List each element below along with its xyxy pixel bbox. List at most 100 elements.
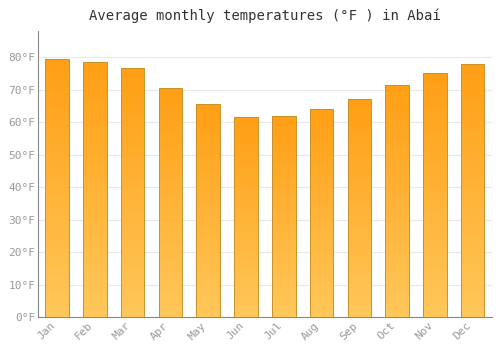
Bar	[234, 189, 258, 191]
Bar	[386, 138, 409, 141]
Bar	[46, 250, 68, 253]
Bar	[461, 229, 484, 231]
Bar	[272, 196, 295, 198]
Bar	[348, 156, 371, 158]
Bar	[386, 268, 409, 271]
Bar	[234, 167, 258, 169]
Bar	[348, 158, 371, 160]
Bar	[46, 245, 68, 247]
Bar	[310, 126, 334, 128]
Bar	[348, 270, 371, 272]
Bar	[348, 206, 371, 208]
Bar	[461, 91, 484, 94]
Bar	[272, 239, 295, 241]
Bar	[310, 307, 334, 309]
Bar	[158, 207, 182, 210]
Bar	[461, 241, 484, 244]
Bar	[158, 253, 182, 255]
Bar	[158, 210, 182, 212]
Bar	[83, 64, 106, 67]
Bar	[158, 251, 182, 253]
Bar	[83, 75, 106, 77]
Bar	[158, 194, 182, 196]
Bar	[196, 273, 220, 275]
Bar	[158, 313, 182, 315]
Bar	[310, 184, 334, 186]
Bar	[272, 134, 295, 136]
Bar	[121, 170, 144, 173]
Bar	[196, 200, 220, 202]
Bar	[121, 123, 144, 126]
Bar	[158, 223, 182, 226]
Bar	[234, 207, 258, 209]
Bar	[348, 254, 371, 257]
Bar	[234, 205, 258, 207]
Bar	[121, 81, 144, 83]
Bar	[386, 134, 409, 136]
Bar	[348, 167, 371, 169]
Bar	[461, 221, 484, 224]
Bar	[158, 90, 182, 92]
Bar	[158, 88, 182, 90]
Bar	[121, 265, 144, 268]
Bar	[121, 161, 144, 163]
Bar	[121, 310, 144, 313]
Bar	[83, 236, 106, 238]
Bar	[461, 84, 484, 86]
Bar	[234, 239, 258, 241]
Bar	[386, 243, 409, 245]
Bar	[158, 184, 182, 187]
Bar	[310, 186, 334, 188]
Bar	[46, 157, 68, 160]
Bar	[46, 206, 68, 209]
Bar	[348, 178, 371, 180]
Bar	[46, 299, 68, 302]
Bar	[234, 159, 258, 161]
Bar	[424, 298, 446, 300]
Bar	[424, 117, 446, 120]
Bar	[386, 117, 409, 120]
Bar	[46, 180, 68, 183]
Bar	[272, 291, 295, 293]
Bar	[234, 279, 258, 281]
Bar	[83, 187, 106, 190]
Bar	[196, 262, 220, 264]
Bar	[424, 293, 446, 295]
Bar	[196, 121, 220, 124]
Bar	[83, 264, 106, 266]
Bar	[272, 156, 295, 158]
Bar	[386, 213, 409, 215]
Bar	[121, 243, 144, 245]
Bar	[83, 300, 106, 302]
Bar	[121, 273, 144, 275]
Bar	[121, 103, 144, 106]
Bar	[424, 152, 446, 154]
Bar	[196, 271, 220, 273]
Bar	[461, 119, 484, 122]
Bar	[272, 118, 295, 120]
Bar	[348, 134, 371, 136]
Bar	[234, 149, 258, 151]
Bar	[272, 269, 295, 271]
Bar	[234, 135, 258, 137]
Bar	[461, 130, 484, 132]
Bar	[386, 145, 409, 148]
Bar	[424, 242, 446, 244]
Bar	[121, 68, 144, 71]
Bar	[348, 307, 371, 309]
Bar	[234, 306, 258, 308]
Bar	[386, 210, 409, 213]
Bar	[196, 239, 220, 241]
Bar	[348, 117, 371, 119]
Bar	[424, 237, 446, 239]
Bar	[348, 228, 371, 230]
Bar	[196, 136, 220, 138]
Bar	[234, 125, 258, 127]
Bar	[196, 268, 220, 271]
Bar	[348, 263, 371, 265]
Bar	[272, 275, 295, 277]
Bar	[386, 89, 409, 92]
Bar	[46, 260, 68, 263]
Bar	[424, 147, 446, 149]
Bar	[461, 162, 484, 165]
